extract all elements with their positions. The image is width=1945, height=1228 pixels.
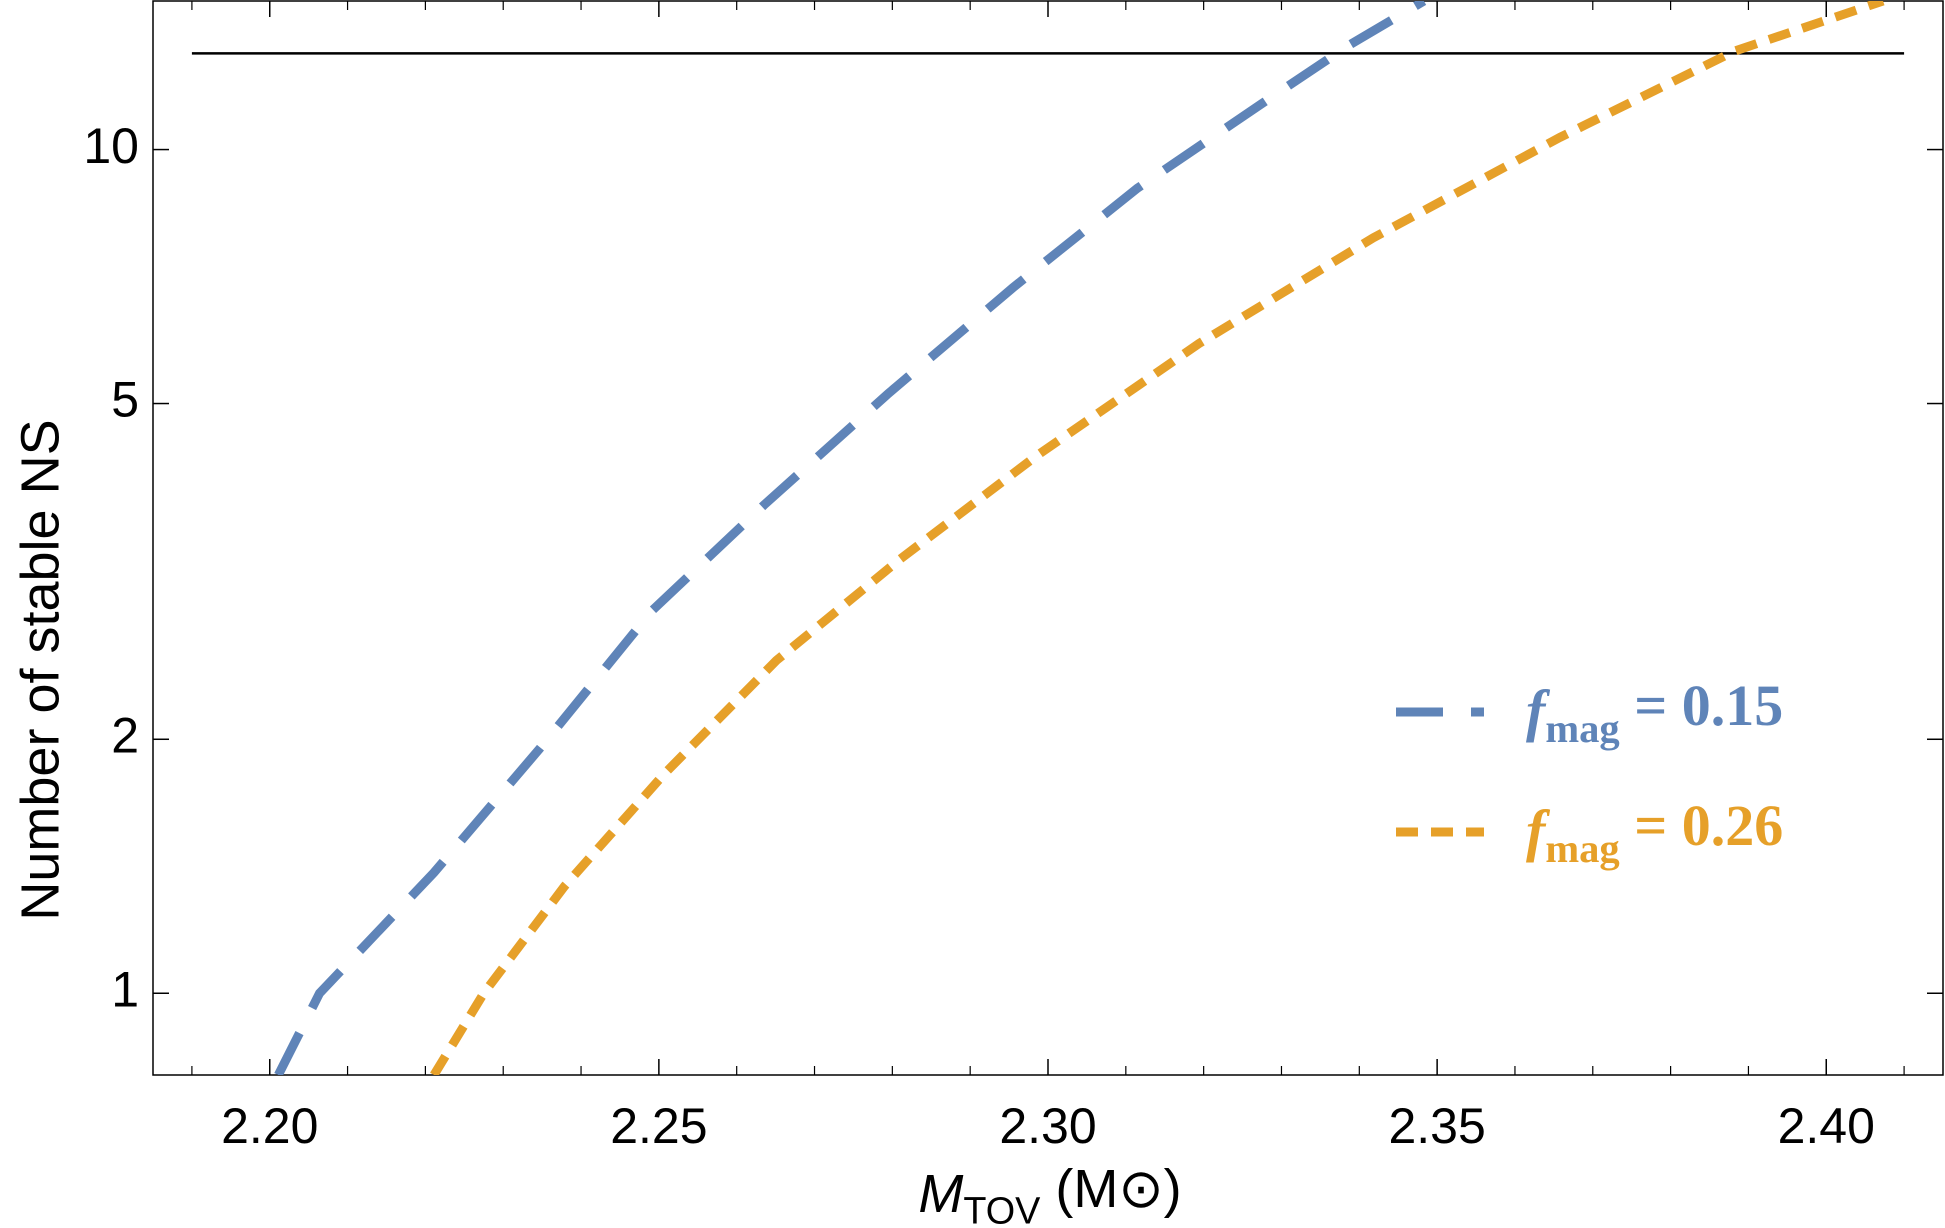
x-tick-label: 2.30	[999, 1098, 1096, 1154]
x-tick-label: 2.40	[1778, 1098, 1875, 1154]
legend-label: fmag = 0.26	[1526, 793, 1783, 871]
x-tick-label: 2.25	[610, 1098, 707, 1154]
y-tick-label: 5	[111, 372, 139, 428]
legend-label: fmag = 0.15	[1526, 673, 1783, 751]
series-line	[430, 1, 1885, 1075]
y-tick-label: 2	[111, 707, 139, 763]
plot-area	[191, 1, 1905, 1075]
y-tick-label: 10	[83, 118, 139, 174]
x-axis-label: MTOV (M⊙)	[918, 1159, 1181, 1228]
x-tick-label: 2.35	[1388, 1098, 1485, 1154]
series-line	[274, 1, 1427, 1075]
y-tick-label: 1	[111, 961, 139, 1017]
x-tick-label: 2.20	[221, 1098, 318, 1154]
y-axis-label: Number of stable NS	[10, 419, 70, 920]
plot-frame	[152, 0, 1944, 1076]
